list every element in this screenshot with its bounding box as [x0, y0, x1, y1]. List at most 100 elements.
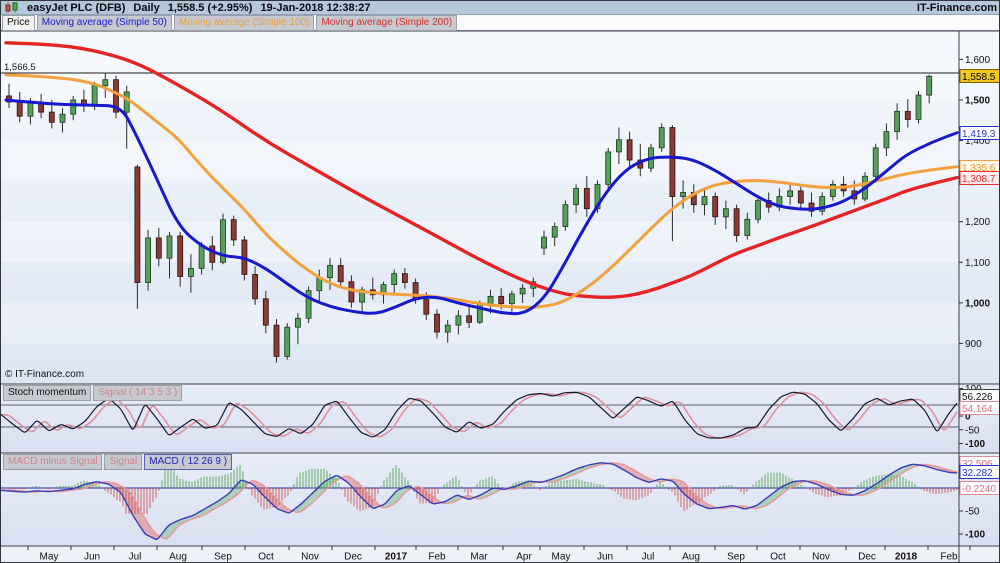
quote-timestamp: 19-Jan-2018 12:38:27	[260, 1, 371, 14]
candle	[894, 103, 900, 140]
axis-tick-label: 900	[965, 339, 982, 350]
month-label: Apr	[516, 552, 532, 563]
value-box-label: 1,558.5	[962, 72, 996, 83]
candle	[187, 254, 194, 293]
stoch-signal-chip[interactable]: Signal ( 14 3 5 3 )	[93, 385, 183, 401]
axis-tick-label: 1,000	[965, 298, 990, 309]
candle	[755, 196, 761, 224]
value-boxes: 1,419.3 1,335.61,308.7 1,558.5 56.22654.164…	[959, 69, 999, 495]
month-label: Dec	[858, 552, 876, 563]
candle	[113, 75, 119, 119]
candle	[680, 180, 686, 209]
value-box-label: 1,419.3	[962, 129, 996, 140]
month-label: Dec	[344, 552, 362, 563]
panel-borders	[1, 30, 999, 562]
candle	[915, 91, 922, 124]
candle	[155, 227, 162, 267]
month-label: Sep	[214, 552, 232, 563]
candle	[551, 222, 558, 247]
candle	[616, 127, 622, 165]
axis-tick-label: 1,600	[965, 55, 990, 66]
macd-title-chip[interactable]: MACD ( 12 26 9 )	[144, 454, 233, 470]
candle	[70, 95, 77, 121]
stoch-legend-row: Stoch momentum Signal ( 14 3 5 3 )	[3, 385, 183, 401]
timeframe-label[interactable]: Daily	[133, 1, 160, 14]
candle	[808, 192, 815, 217]
month-label: Jul	[642, 552, 655, 563]
axis-tick-label: 1,400	[965, 136, 990, 147]
axis-tick-label: 0	[965, 412, 971, 423]
macd-minus-signal-chip[interactable]: MACD minus Signal	[3, 454, 103, 470]
candle	[209, 235, 216, 271]
legend-ma50-chip[interactable]: Moving average (Simple 50)	[36, 14, 172, 31]
candle	[605, 147, 612, 189]
candle	[134, 164, 141, 309]
macd-signal-chip[interactable]: Signal	[104, 454, 143, 470]
ma50-line	[4, 98, 959, 316]
candle	[391, 269, 398, 294]
candle	[273, 319, 280, 363]
title-bar: easyJet PLC (DFB) Daily 1,558.5 (+2.95%)…	[1, 1, 999, 15]
legend-ma100-chip[interactable]: Moving average (Simple 100)	[173, 14, 315, 31]
legend-ma200-chip[interactable]: Moving average (Simple 200)	[316, 14, 458, 31]
month-label: Mar	[470, 552, 488, 563]
stoch-title-chip[interactable]: Stoch momentum	[3, 385, 92, 401]
ma200-line	[4, 41, 959, 299]
axis-tick-label: -100	[965, 439, 985, 450]
candle	[701, 188, 708, 216]
candle	[883, 123, 890, 156]
last-price: 1,558.5	[167, 1, 205, 14]
candle	[797, 186, 804, 209]
candle	[305, 286, 312, 324]
value-box-label: 54.164	[962, 404, 993, 415]
candle	[626, 131, 633, 169]
macd-legend-row: MACD minus Signal Signal MACD ( 12 26 9 …	[3, 454, 233, 470]
month-label: Feb	[428, 552, 446, 563]
candle	[252, 266, 259, 305]
candle	[434, 309, 440, 339]
price-change: (+2.95%)	[207, 1, 253, 14]
candle	[294, 312, 301, 345]
macd-line	[1, 462, 958, 540]
level-line-label: 1,566.5	[4, 62, 36, 73]
candle	[723, 200, 729, 230]
candles-logo-icon	[4, 2, 19, 13]
candle	[733, 204, 740, 242]
candle	[337, 258, 344, 288]
month-label: Sep	[727, 552, 745, 563]
month-label: Oct	[258, 552, 274, 563]
candle	[926, 74, 933, 104]
month-label: Jul	[129, 552, 142, 563]
candle	[466, 306, 473, 329]
axis-tick-label: 1,100	[965, 258, 990, 269]
price-panel-surface[interactable]	[1, 31, 1000, 384]
month-label: Jun	[84, 552, 100, 563]
value-box-label: -0.2240	[962, 484, 996, 495]
axis-tick-label: -100	[965, 530, 985, 541]
month-label: 2018	[895, 552, 918, 563]
candle	[230, 215, 237, 247]
legend-price-chip[interactable]: Price	[2, 14, 35, 31]
copyright-watermark: © IT-Finance.com	[5, 369, 85, 380]
candle	[145, 229, 152, 291]
stoch-guide-lines	[1, 404, 959, 428]
value-box-label: 32.506	[962, 459, 993, 470]
axis-tick-label: -50	[965, 425, 980, 436]
candle	[177, 231, 184, 287]
time-axis: May Jun Jul Aug Sep Oct Nov Dec 2017 Feb Mar Apr May…	[27, 546, 971, 563]
stoch-line	[1, 391, 958, 439]
stoch-signal-line	[1, 391, 958, 439]
candle	[348, 275, 355, 308]
candle	[573, 184, 579, 213]
month-label: Aug	[682, 552, 700, 563]
month-label: May	[552, 552, 571, 563]
month-label: 2017	[385, 552, 408, 563]
axis-tick-label: 1,500	[965, 95, 990, 106]
candle	[59, 108, 66, 133]
candle	[541, 230, 547, 255]
time-axis-surface	[1, 546, 999, 562]
candle	[904, 99, 911, 128]
brand-label: IT-Finance.com	[916, 1, 997, 14]
